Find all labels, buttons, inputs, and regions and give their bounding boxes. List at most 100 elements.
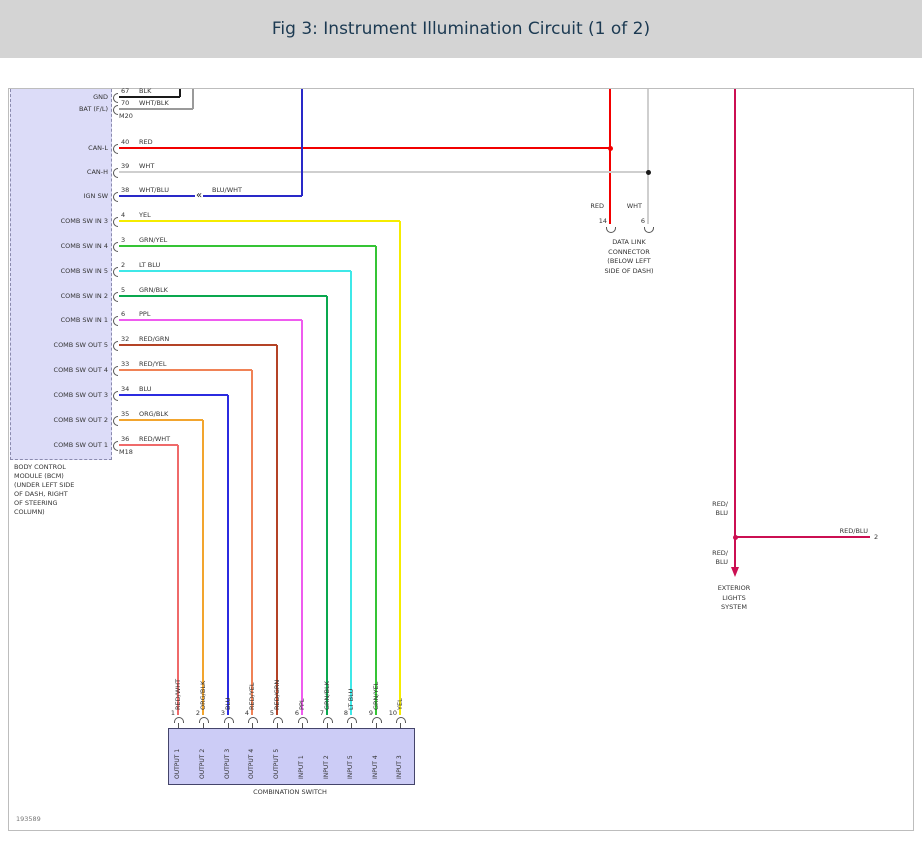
wire-gnd [179, 89, 181, 97]
bcm-box [10, 89, 112, 460]
switch-pin-number: 8 [343, 709, 348, 717]
bcm-pin-arc [113, 292, 118, 302]
bcm-pin-number: 35 [121, 410, 130, 418]
switch-terminal-label: OUTPUT 3 [224, 748, 231, 779]
switch-wire-color-label: RED/GRN [273, 679, 281, 710]
switch-pin-number: 3 [220, 709, 225, 717]
bcm-pin-number: 39 [121, 162, 130, 170]
switch-wire-color-label: BLU [224, 697, 232, 710]
switch-wire-color-label: PPL [298, 698, 306, 710]
dlc-wire-color-label: RED [590, 202, 604, 210]
bcm-terminal-label: CAN-L [88, 144, 108, 152]
bcm-caption-line: COLUMN) [14, 508, 45, 516]
bcm-pin-arc [113, 144, 118, 154]
combination-switch-caption: COMBINATION SWITCH [253, 788, 327, 796]
wire-red-blu-branch [735, 536, 870, 538]
switch-pin-stub [301, 723, 303, 728]
switch-pin-arc [174, 717, 184, 723]
dlc-pin-number: 6 [640, 217, 645, 225]
bcm-wire-color-label: RED/WHT [139, 435, 171, 443]
bcm-pin-number: 32 [121, 335, 130, 343]
switch-pin-arc [248, 717, 258, 723]
switch-pin-stub [326, 723, 328, 728]
dlc-caption-line: DATA LINK [612, 238, 646, 246]
switch-pin-stub [350, 723, 352, 728]
bcm-terminal-label: COMB SW IN 5 [60, 267, 108, 275]
switch-pin-arc [347, 717, 357, 723]
dlc-caption-line: (BELOW LEFT [607, 257, 651, 265]
bcm-terminal-label: GND [93, 93, 108, 101]
diagram-id: 193589 [16, 815, 41, 823]
switch-wire-color-label: RED/WHT [174, 678, 182, 710]
wire-comb-out-2 [202, 420, 204, 715]
switch-pin-stub [177, 723, 179, 728]
bcm-pin-number: 6 [121, 310, 126, 318]
switch-pin-stub [399, 723, 401, 728]
bcm-terminal-label: COMB SW OUT 5 [53, 341, 108, 349]
bcm-wire-color-label: GRN/YEL [139, 236, 168, 244]
branch-terminal-number: 2 [874, 533, 879, 541]
bcm-pin-number: 3 [121, 236, 126, 244]
bcm-pin-arc [113, 267, 118, 277]
bcm-terminal-label: COMB SW IN 3 [60, 217, 108, 225]
wire-comb-out-4 [251, 370, 253, 715]
wire-comb-in-2 [326, 296, 328, 715]
switch-pin-stub [251, 723, 253, 728]
wire-comb-in-3 [399, 221, 401, 715]
wire-gnd [119, 96, 180, 98]
switch-terminal-label: OUTPUT 1 [174, 748, 181, 779]
junction-dot [607, 145, 613, 151]
switch-pin-number: 1 [170, 709, 175, 717]
bcm-terminal-label: COMB SW OUT 3 [53, 391, 108, 399]
wire-comb-in-1 [119, 319, 302, 321]
switch-pin-arc [372, 717, 382, 723]
bcm-wire-color-label: YEL [139, 211, 151, 219]
switch-terminal-label: INPUT 1 [298, 755, 305, 779]
switch-pin-number: 2 [195, 709, 200, 717]
bcm-pin-number: 36 [121, 435, 130, 443]
dlc-pin-number: 14 [598, 217, 607, 225]
bcm-pin-arc [113, 168, 118, 178]
dlc-wire-color-label: WHT [626, 202, 642, 210]
wire-can-l [119, 147, 610, 149]
bcm-pin-arc [113, 242, 118, 252]
switch-wire-color-label: YEL [396, 698, 404, 710]
switch-pin-number: 10 [388, 709, 397, 717]
bcm-wire-color-label: LT BLU [139, 261, 161, 269]
bcm-wire-color-label: GRN/BLK [139, 286, 168, 294]
switch-pin-arc [323, 717, 333, 723]
switch-pin-number: 7 [319, 709, 324, 717]
switch-pin-arc [273, 717, 283, 723]
junction-dot [732, 534, 738, 540]
bcm-wire-color-label: RED/GRN [139, 335, 170, 343]
exterior-lights-caption-line: SYSTEM [721, 603, 747, 611]
figure-title: Fig 3: Instrument Illumination Circuit (… [271, 19, 651, 39]
bcm-caption-line: OF STEERING [14, 499, 58, 507]
wire-comb-out-4 [119, 369, 252, 371]
bcm-pin-number: 70 [121, 99, 130, 107]
switch-pin-number: 4 [244, 709, 249, 717]
wire-comb-out-5 [276, 345, 278, 715]
switch-terminal-label: INPUT 5 [347, 755, 354, 779]
switch-wire-color-label: RED/YEL [248, 682, 256, 710]
bcm-pin-number: 33 [121, 360, 130, 368]
switch-pin-stub [227, 723, 229, 728]
switch-pin-number: 5 [269, 709, 274, 717]
wire-bat-fl [119, 108, 193, 110]
switch-terminal-label: OUTPUT 2 [199, 748, 206, 779]
switch-terminal-label: INPUT 2 [323, 755, 330, 779]
bcm-wire-color-label: RED/YEL [139, 360, 167, 368]
red-blu-upper-label: BLU [715, 509, 728, 517]
switch-terminal-label: OUTPUT 5 [273, 748, 280, 779]
bcm-terminal-label: COMB SW OUT 2 [53, 416, 108, 424]
wire-comb-in-4 [375, 246, 377, 715]
switch-pin-stub [375, 723, 377, 728]
bcm-pin-number: 5 [121, 286, 126, 294]
switch-wire-color-label: GRN/BLK [323, 681, 331, 710]
red-blu-lower-label: BLU [715, 558, 728, 566]
bcm-wire-color-label: ORG/BLK [139, 410, 169, 418]
dlc-caption-line: CONNECTOR [608, 247, 650, 256]
switch-wire-color-label: ORG/BLK [199, 680, 207, 710]
bcm-pin-number: 4 [121, 211, 126, 219]
bcm-pin-number: 2 [121, 261, 126, 269]
